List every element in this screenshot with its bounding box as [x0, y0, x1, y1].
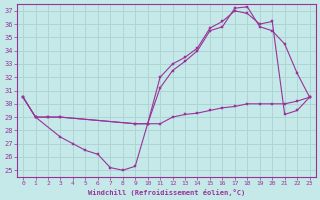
X-axis label: Windchill (Refroidissement éolien,°C): Windchill (Refroidissement éolien,°C) [88, 189, 245, 196]
